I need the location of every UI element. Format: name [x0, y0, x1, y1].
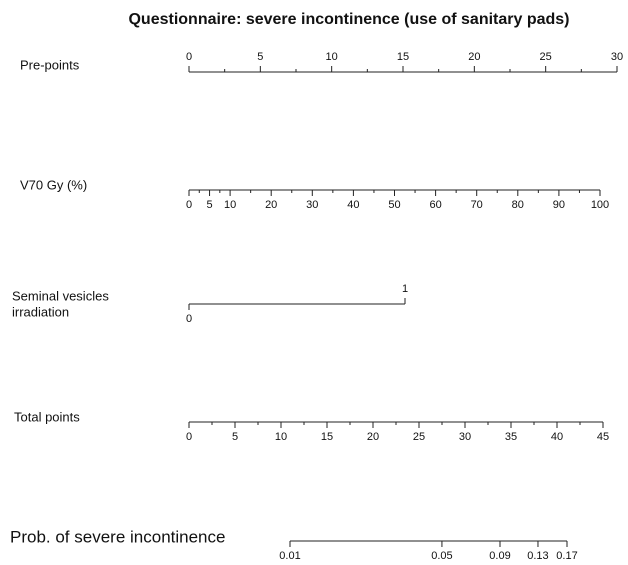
tick-label: 70	[471, 199, 483, 211]
tick-label: 80	[512, 199, 524, 211]
tick-label: 0.05	[431, 550, 452, 562]
tick-label: 0.13	[527, 550, 548, 562]
tick-label: 1	[402, 283, 408, 295]
tick-label: 100	[591, 199, 609, 211]
tick-label: 5	[232, 431, 238, 443]
tick-label: 10	[275, 431, 287, 443]
tick-label: 0.09	[489, 550, 510, 562]
axis-label: Total points	[14, 409, 80, 424]
tick-label: 25	[540, 51, 552, 63]
tick-label: 5	[206, 199, 212, 211]
tick-label: 0.17	[556, 550, 577, 562]
tick-label: 90	[553, 199, 565, 211]
tick-label: 50	[388, 199, 400, 211]
chart-title: Questionnaire: severe incontinence (use …	[128, 11, 569, 28]
axis-label: V70 Gy (%)	[20, 177, 87, 192]
tick-label: 15	[397, 51, 409, 63]
tick-label: 5	[257, 51, 263, 63]
axis-label: Pre-points	[20, 57, 80, 72]
tick-label: 0	[186, 431, 192, 443]
tick-label: 25	[413, 431, 425, 443]
tick-label: 0	[186, 51, 192, 63]
tick-label: 20	[468, 51, 480, 63]
tick-label: 30	[459, 431, 471, 443]
tick-label: 60	[429, 199, 441, 211]
tick-label: 10	[326, 51, 338, 63]
axis-label: Seminal vesicles	[12, 288, 109, 303]
tick-label: 40	[347, 199, 359, 211]
tick-label: 0	[186, 313, 192, 325]
tick-label: 40	[551, 431, 563, 443]
tick-label: 20	[265, 199, 277, 211]
tick-label: 15	[321, 431, 333, 443]
tick-label: 30	[611, 51, 623, 63]
tick-label: 20	[367, 431, 379, 443]
tick-label: 30	[306, 199, 318, 211]
tick-label: 0.01	[279, 550, 300, 562]
tick-label: 10	[224, 199, 236, 211]
tick-label: 35	[505, 431, 517, 443]
axis-label: Prob. of severe incontinence	[10, 527, 225, 546]
tick-label: 45	[597, 431, 609, 443]
tick-label: 0	[186, 199, 192, 211]
axis-label: irradiation	[12, 304, 69, 319]
